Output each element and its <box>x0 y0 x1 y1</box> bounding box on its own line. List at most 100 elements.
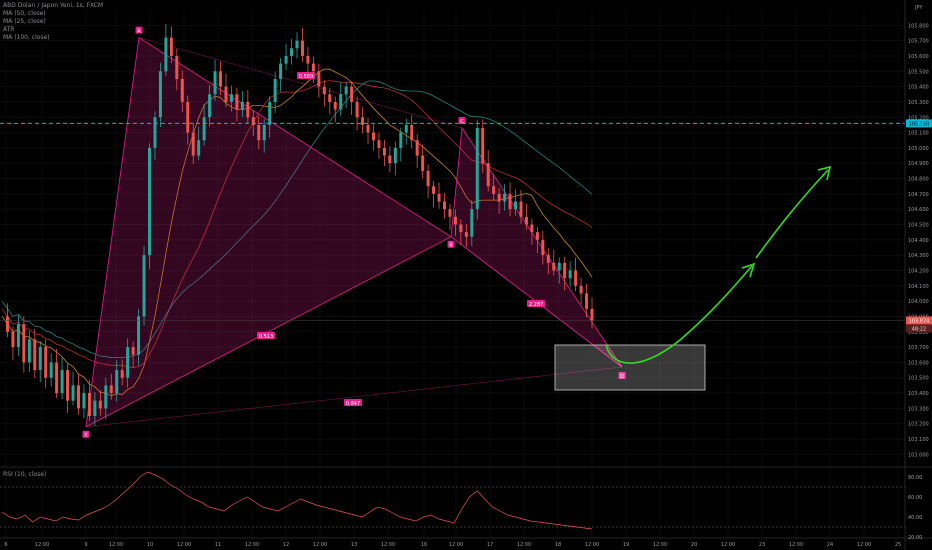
candle-body <box>410 124 414 141</box>
candle-body <box>66 370 70 401</box>
candle-body <box>404 124 408 133</box>
candle-body <box>519 201 523 217</box>
price-tick-label: 105.700 <box>908 39 929 45</box>
candle-body <box>350 86 354 102</box>
candle-body <box>257 124 261 141</box>
candle-body <box>388 155 392 164</box>
projection-curve <box>605 265 753 364</box>
candle-body <box>38 347 42 371</box>
candle-body <box>442 201 447 210</box>
legend-ma25[interactable]: MA (25, close) <box>3 18 46 25</box>
price-tick-label: 104.800 <box>908 177 929 183</box>
candle-body <box>546 255 550 263</box>
legend-ma50[interactable]: MA (50, close) <box>3 10 46 17</box>
last-price-text: 103.874 <box>909 318 930 324</box>
candle-body <box>497 193 501 202</box>
candle-body <box>153 117 157 148</box>
price-tick-label: 105.200 <box>908 115 929 121</box>
candle-body <box>508 193 512 210</box>
projection-line-2 <box>755 169 829 259</box>
candle-body <box>524 216 528 225</box>
candle-body <box>284 55 288 64</box>
time-tick-label: 6 <box>4 542 7 548</box>
pattern-point-marker <box>458 116 466 124</box>
time-tick-label: 12:00 <box>585 542 599 548</box>
rsi-legend[interactable]: RSI (10, close) <box>3 471 47 478</box>
price-tick-label: 103.800 <box>908 330 929 336</box>
candle-body <box>382 147 386 156</box>
candle-body <box>355 101 359 118</box>
pattern-point-label: C <box>460 119 464 125</box>
chart-overlays <box>0 122 905 391</box>
price-axis[interactable]: 105.800 105.700 105.600 105.500 105.400 105.3… <box>904 0 932 550</box>
ma100-line <box>1 80 593 359</box>
price-tick-label: 105.800 <box>908 23 929 29</box>
candle-body <box>568 270 572 279</box>
candle-body <box>229 94 233 102</box>
price-tick-label: 104.400 <box>908 238 929 244</box>
candle-body <box>481 127 485 164</box>
ratio-badge <box>297 72 315 79</box>
pattern-leg-xb <box>85 236 452 427</box>
pattern-point-label: X <box>84 433 88 439</box>
candle-body <box>240 101 244 110</box>
candle-body <box>87 393 91 417</box>
ratio-label: 0.513 <box>259 334 273 340</box>
candle-body <box>328 94 332 102</box>
candle-body <box>322 86 326 95</box>
symbol-title[interactable]: ABD Doları / Japon Yeni, 1s, FXCM <box>3 2 104 9</box>
price-tick-label: 105.600 <box>908 54 929 60</box>
time-tick-label: 12:00 <box>517 542 531 548</box>
candle-body <box>109 385 113 394</box>
pattern-point-marker <box>135 26 143 34</box>
candle-body <box>535 232 539 240</box>
candle-body <box>246 101 250 118</box>
candle-body <box>224 86 228 102</box>
candle-body <box>579 285 583 294</box>
candle-body <box>552 262 556 271</box>
price-tick-label: 103.300 <box>908 406 929 412</box>
time-tick-label: 17 <box>487 542 493 548</box>
projection-arrowhead-1 <box>741 262 756 278</box>
price-tick-label: 105.400 <box>908 85 929 91</box>
candle-body <box>142 255 146 317</box>
time-tick-label: 12:00 <box>857 542 871 548</box>
candle-body <box>147 147 152 256</box>
candle-body <box>317 71 321 87</box>
price-tick-label: 103.600 <box>908 360 929 366</box>
time-tick-label: 12:00 <box>245 542 259 548</box>
candle-body <box>366 124 370 133</box>
candle-body <box>5 316 9 332</box>
rsi-tick-label: 20.00 <box>908 535 922 541</box>
candle-body <box>191 132 195 156</box>
price-tick-label: 104.300 <box>908 253 929 259</box>
candle-body <box>93 400 97 417</box>
candle-body <box>98 400 102 409</box>
time-axis[interactable]: 6 12:00 9 12:00 10 12:00 11 12:00 12 12:00 13 12:00… <box>0 537 932 548</box>
candle-body <box>219 71 223 87</box>
time-tick-label: 9 <box>84 542 87 548</box>
legend-ma100[interactable]: MA (100, close) <box>3 34 50 41</box>
target-zone-box <box>554 344 706 391</box>
ratio-label: 2.287 <box>529 302 543 308</box>
candle-body <box>235 94 239 110</box>
candle-body <box>16 324 20 348</box>
candle-body <box>300 40 304 56</box>
candle-body <box>371 132 375 141</box>
pattern-leg-ac <box>138 37 463 129</box>
candle-body <box>186 101 190 133</box>
countdown-text: 48:22 <box>912 326 926 332</box>
price-tick-label: 103.500 <box>908 376 929 382</box>
price-tick-label: 105.500 <box>908 69 929 75</box>
chart-legend: ABD Doları / Japon Yeni, 1s, FXCM MA (50… <box>3 2 103 42</box>
legend-atr[interactable]: ATR <box>3 26 15 33</box>
price-tick-label: 103.200 <box>908 422 929 428</box>
time-tick-label: 10 <box>147 542 153 548</box>
candle-body <box>415 140 419 156</box>
pattern-point-label: D <box>620 374 624 380</box>
rsi-pane: 80.00 60.00 40.00 20.00 <box>0 466 932 541</box>
candle-body <box>279 63 283 79</box>
time-tick-label: 24 <box>827 542 833 548</box>
time-tick-label: 12:00 <box>449 542 463 548</box>
